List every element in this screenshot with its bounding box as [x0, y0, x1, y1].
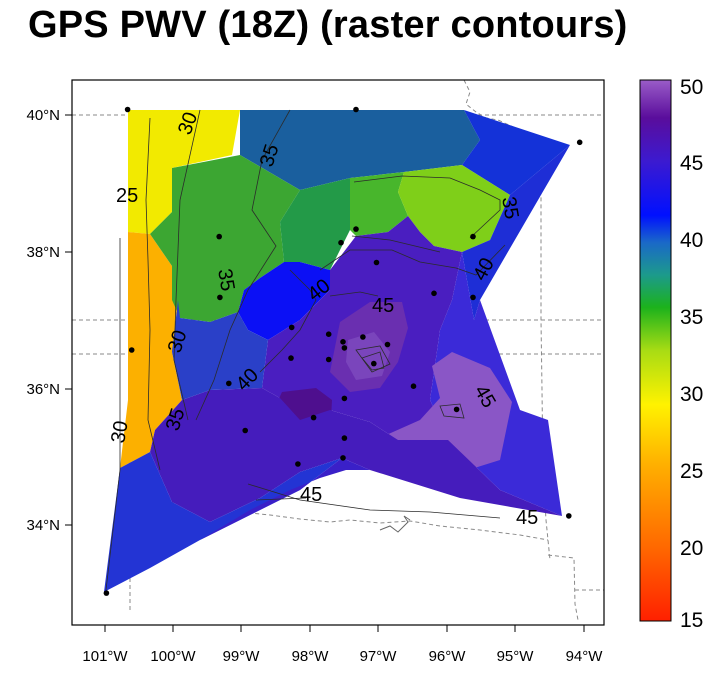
station-dot [431, 290, 437, 297]
x-tick-label: 101°W [82, 648, 128, 665]
contour-label: 35 [497, 195, 523, 221]
x-axis: 101°W 100°W 99°W 98°W 97°W 96°W 95°W 94°… [82, 625, 603, 665]
station-dot [373, 259, 380, 266]
colorbar-label: 20 [680, 537, 703, 560]
y-tick-label: 40°N [26, 107, 60, 124]
y-axis: 40°N 38°N 36°N 34°N [26, 107, 72, 534]
x-tick-label: 100°W [150, 648, 196, 665]
station-dot [216, 233, 222, 240]
station-dot [353, 106, 359, 113]
station-dot [295, 461, 301, 467]
station-dot [128, 347, 135, 353]
region-35-green-c [280, 178, 350, 270]
colorbar-gradient [639, 79, 672, 622]
station-dot [325, 356, 332, 363]
station-dot [217, 294, 223, 301]
station-dot [576, 139, 583, 146]
colorbar-label: 15 [680, 609, 703, 632]
pwv-raster [104, 110, 570, 592]
station-dot [470, 294, 476, 301]
station-dot [341, 345, 348, 351]
contour-label: 45 [372, 295, 394, 317]
region-42-blue-sw [104, 452, 342, 592]
region-30-lime [398, 165, 510, 252]
y-tick-label: 36°N [26, 381, 60, 398]
station-dot [288, 355, 294, 361]
station-dot [341, 395, 348, 402]
contour-label: 25 [116, 185, 138, 207]
station-dot [124, 106, 131, 113]
region-32-green-cn [350, 172, 408, 236]
station-dot [470, 233, 476, 240]
x-tick-label: 95°W [497, 648, 535, 665]
station-dot [340, 455, 346, 461]
colorbar-label: 40 [680, 229, 703, 252]
station-dot [338, 239, 344, 246]
y-tick-label: 38°N [26, 244, 60, 261]
region-42-blue-ne [462, 110, 570, 195]
station-dot [566, 513, 572, 519]
y-tick-label: 34°N [26, 517, 60, 534]
station-dot [353, 226, 359, 232]
contour-label: 45 [300, 484, 322, 506]
colorbar-label: 35 [680, 306, 703, 329]
contour-lines [105, 109, 506, 591]
station-dot [384, 341, 391, 348]
station-dot [340, 339, 346, 345]
colorbar-label: 30 [680, 383, 703, 406]
region-38-teal [240, 110, 480, 190]
station-dot [410, 383, 417, 390]
colorbar-label: 45 [680, 152, 703, 175]
station-dot [288, 324, 295, 331]
station-dot [341, 435, 348, 441]
x-tick-label: 96°W [429, 648, 467, 665]
colorbar: 50 45 40 35 30 25 20 15 [639, 76, 703, 632]
station-dot [242, 427, 248, 434]
gps-stations [103, 106, 583, 596]
river-feature [379, 515, 411, 533]
x-tick-label: 94°W [566, 648, 604, 665]
station-dot [453, 406, 460, 413]
colorbar-label: 25 [680, 460, 703, 483]
map-title: GPS PWV (18Z) (raster contours) [28, 4, 628, 46]
region-33-green-w [150, 155, 300, 322]
region-40-blue-w [172, 300, 268, 400]
station-dot [360, 334, 366, 340]
contour-label: 30 [107, 419, 133, 445]
region-44-arm [200, 458, 370, 540]
contour-label: 45 [516, 507, 538, 529]
station-dot [103, 590, 110, 596]
station-dot [371, 360, 377, 367]
x-tick-label: 99°W [223, 648, 261, 665]
station-dot [325, 331, 332, 338]
region-20-orange [120, 232, 182, 468]
region-45-indigo-s [150, 388, 562, 522]
station-dot [226, 380, 232, 387]
station-dot [310, 414, 317, 421]
colorbar-label: 50 [680, 76, 703, 99]
x-tick-label: 98°W [292, 648, 330, 665]
x-tick-label: 97°W [360, 648, 398, 665]
contour-label: 35 [213, 267, 239, 293]
region-41-blue-c [238, 262, 330, 340]
plot-frame [71, 79, 605, 626]
region-25-yellow [128, 110, 240, 234]
region-42-blue-e [462, 145, 570, 320]
